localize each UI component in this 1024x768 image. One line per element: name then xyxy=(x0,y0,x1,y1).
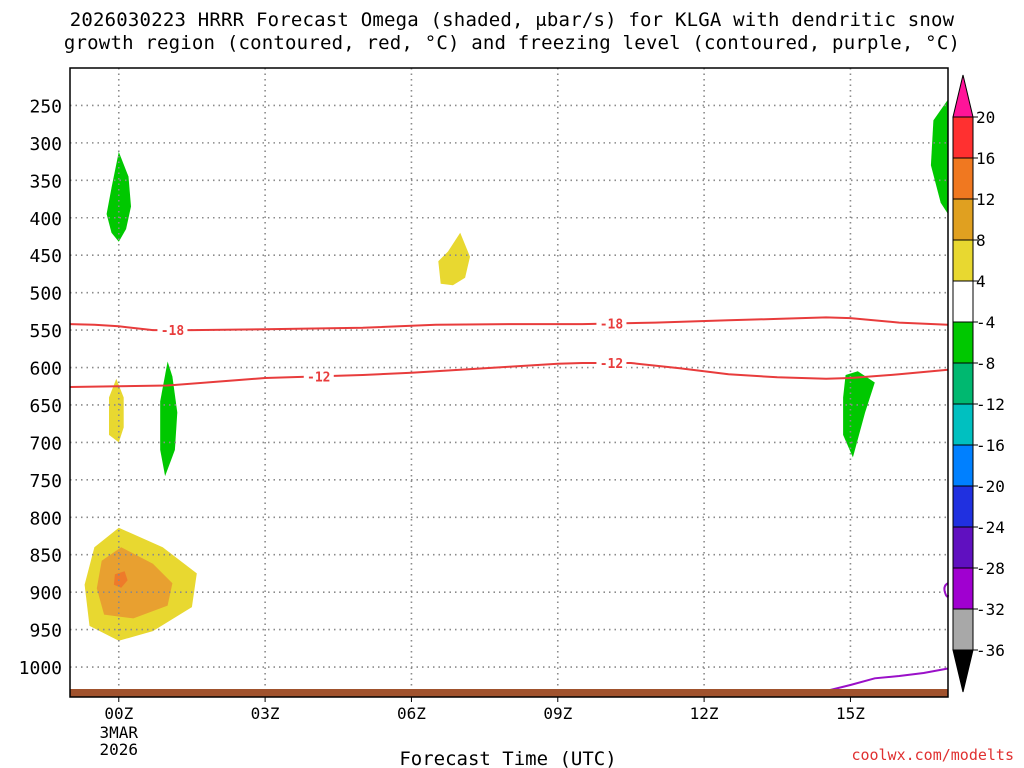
omega-green-region-17z-upper xyxy=(930,99,948,214)
x-tick-label-06z: 06Z xyxy=(397,704,426,723)
dendritic-contour-label: -12 xyxy=(600,357,623,372)
colorbar-box xyxy=(952,608,974,651)
y-tick-label-400: 400 xyxy=(29,209,62,230)
colorbar-box xyxy=(952,157,974,200)
y-tick-label-450: 450 xyxy=(29,246,62,267)
dendritic-contour--18 xyxy=(69,316,949,332)
y-tick-label-650: 650 xyxy=(29,396,62,417)
omega-shading-layer xyxy=(84,99,948,641)
y-tick-label-250: 250 xyxy=(29,96,62,117)
colorbar-box xyxy=(952,280,974,323)
omega-yellow-region-07z xyxy=(438,232,470,286)
dendritic-label-bg xyxy=(596,356,627,371)
colorbar-label: -4 xyxy=(976,313,995,332)
date-label-line-1: 3MAR xyxy=(100,723,139,742)
x-tick-label-09z: 09Z xyxy=(543,704,572,723)
dendritic-contour-label: -18 xyxy=(600,317,624,332)
colorbar-label: 16 xyxy=(976,149,995,168)
dendritic-contour-label: -18 xyxy=(161,324,185,339)
colorbar-label: -24 xyxy=(976,518,1005,537)
x-tick-label-15z: 15Z xyxy=(836,704,865,723)
colorbar-box xyxy=(952,444,974,487)
contour-layer: -18 -18 -12 -12 xyxy=(69,316,949,697)
colorbar-box xyxy=(952,485,974,528)
colorbar-label: -36 xyxy=(976,641,1005,660)
colorbar-label: -12 xyxy=(976,395,1005,414)
colorbar-label: -16 xyxy=(976,436,1005,455)
dendritic-contour-label: -12 xyxy=(307,370,330,385)
colorbar-label: 20 xyxy=(976,108,995,127)
x-tick-label-03z: 03Z xyxy=(251,704,280,723)
y-tick-label-600: 600 xyxy=(29,359,62,380)
colorbar-label: 8 xyxy=(976,231,986,250)
x-tick-label-12z: 12Z xyxy=(690,704,719,723)
y-tick-label-750: 750 xyxy=(29,471,62,492)
colorbar-label: 4 xyxy=(976,272,986,291)
colorbar-label: -32 xyxy=(976,600,1005,619)
colorbar-box xyxy=(952,116,974,159)
y-tick-label-300: 300 xyxy=(29,134,62,155)
y-tick-label-800: 800 xyxy=(29,508,62,529)
omega-orange-region-00z-low xyxy=(96,547,173,619)
y-tick-label-1000: 1000 xyxy=(19,658,62,679)
y-tick-label-850: 850 xyxy=(29,546,62,567)
chart-title-line-2: growth region (contoured, red, °C) and f… xyxy=(63,32,961,54)
dendritic-label-bg xyxy=(157,323,188,338)
colorbar-label: -8 xyxy=(976,354,995,373)
colorbar-label: -20 xyxy=(976,477,1005,496)
omega-green-region-00z-upper xyxy=(106,151,131,242)
omega-colorbar: 20 16 12 8 4 -4 -8 -12 -16 -20 -24 -28 -32 -36 xyxy=(952,74,1005,693)
colorbar-label: -28 xyxy=(976,559,1005,578)
colorbar-label: 12 xyxy=(976,190,995,209)
colorbar-box xyxy=(952,321,974,364)
x-axis-label: Forecast Time (UTC) xyxy=(399,748,616,768)
colorbar-bottom-arrow xyxy=(952,649,974,693)
omega-red-orange-core-00z xyxy=(113,571,128,588)
y-tick-label-900: 900 xyxy=(29,583,62,604)
dendritic-label-bg xyxy=(303,369,334,384)
dendritic-contour--12 xyxy=(69,362,949,388)
y-tick-label-350: 350 xyxy=(29,171,62,192)
plot-frame xyxy=(69,67,949,698)
colorbar-box xyxy=(952,362,974,405)
axis-layer: 250 300 350 400 450 500 550 600 650 700 750 800 850 9… xyxy=(19,96,866,759)
colorbar-box xyxy=(952,526,974,569)
credit-text[interactable]: coolwx.com/modelts xyxy=(851,746,1014,764)
omega-green-region-15z-mid xyxy=(843,371,875,458)
omega-green-region-01z-mid xyxy=(160,361,178,477)
colorbar-box xyxy=(952,567,974,610)
y-tick-label-550: 550 xyxy=(29,321,62,342)
colorbar-box xyxy=(952,239,974,282)
colorbar-top-arrow xyxy=(952,74,974,118)
y-tick-label-700: 700 xyxy=(29,433,62,454)
date-label-line-2: 2026 xyxy=(100,740,139,759)
dendritic-label-bg xyxy=(596,316,627,331)
ground-layer xyxy=(70,689,948,697)
y-tick-label-500: 500 xyxy=(29,284,62,305)
colorbar-box xyxy=(952,198,974,241)
ground-surface-band xyxy=(70,689,948,697)
chart-title-line-1: 2026030223 HRRR Forecast Omega (shaded, … xyxy=(69,9,955,31)
y-tick-label-950: 950 xyxy=(29,621,62,642)
grid-layer xyxy=(70,68,948,697)
omega-yellow-region-00z-mid xyxy=(109,378,124,443)
colorbar-box xyxy=(952,403,974,446)
x-tick-label-00z: 00Z xyxy=(104,704,133,723)
